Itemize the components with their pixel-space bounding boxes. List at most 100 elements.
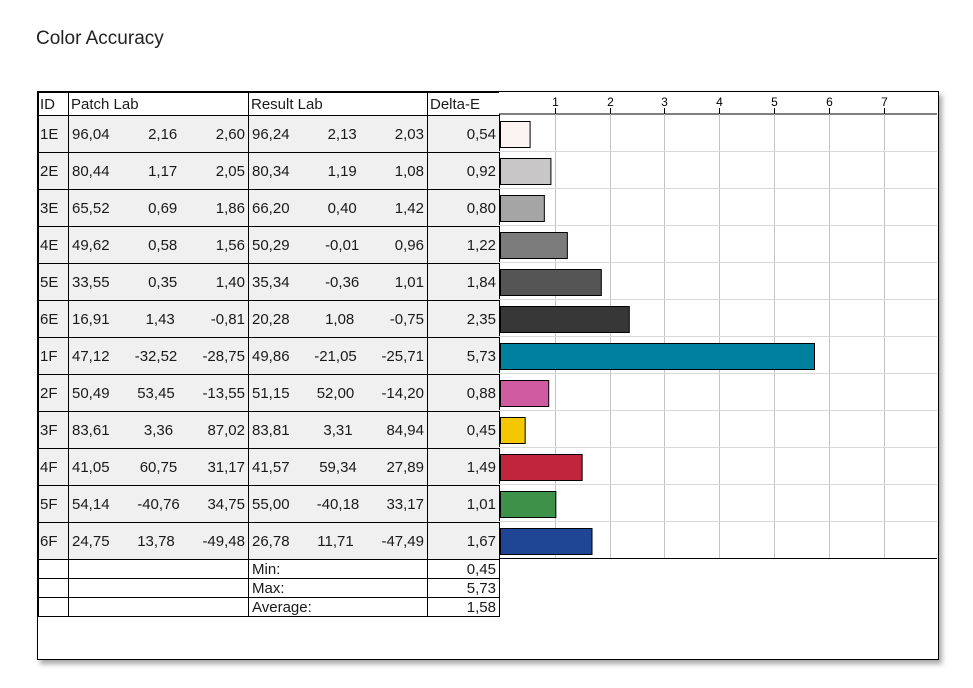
patch-lab-b: 34,75 bbox=[207, 495, 245, 513]
patch-lab-a: 0,35 bbox=[148, 273, 178, 291]
result-lab: 35,34 -0,36 1,01 bbox=[248, 263, 428, 301]
result-lab-b: 2,03 bbox=[394, 125, 424, 143]
header-delta-e: Delta-E bbox=[427, 92, 500, 116]
result-lab-a: -40,18 bbox=[316, 495, 360, 513]
result-lab-a: 59,34 bbox=[319, 458, 357, 476]
patch-lab-values: 41,05 60,75 31,17 bbox=[72, 459, 245, 476]
patch-lab-b: -49,48 bbox=[202, 532, 245, 550]
delta-e-value: 0,80 bbox=[427, 189, 500, 227]
patch-lab-a: 60,75 bbox=[139, 458, 178, 476]
summary-empty-id bbox=[38, 578, 69, 598]
result-lab-b: -25,71 bbox=[381, 347, 424, 365]
bar-5E bbox=[500, 269, 602, 296]
patch-lab: 80,44 1,17 2,05 bbox=[68, 152, 249, 190]
bar-3F bbox=[500, 417, 526, 444]
bar-1F bbox=[500, 343, 816, 370]
chart-tick-label: 1 bbox=[552, 95, 559, 109]
result-lab-L: 41,57 bbox=[252, 458, 290, 476]
patch-lab-a: 0,69 bbox=[148, 199, 178, 217]
patch-lab-a: -32,52 bbox=[134, 347, 178, 365]
color-accuracy-table: ID Patch Lab Result Lab Delta-E 1E 96,04 2… bbox=[38, 92, 500, 617]
patch-lab: 50,49 53,45 -13,55 bbox=[68, 374, 249, 412]
patch-lab-L: 49,62 bbox=[72, 236, 110, 254]
result-lab-a: 1,19 bbox=[327, 162, 357, 180]
patch-lab-b: 1,40 bbox=[215, 273, 245, 291]
result-lab-values: 35,34 -0,36 1,01 bbox=[252, 274, 424, 291]
patch-lab: 24,75 13,78 -49,48 bbox=[68, 522, 249, 560]
patch-lab-L: 54,14 bbox=[72, 495, 110, 513]
patch-id: 6E bbox=[38, 300, 69, 338]
result-lab: 96,24 2,13 2,03 bbox=[248, 115, 428, 153]
patch-lab-values: 33,55 0,35 1,40 bbox=[72, 274, 245, 291]
table-row: 2E 80,44 1,17 2,05 80,34 1,19 1,08 0,92 bbox=[38, 152, 500, 190]
patch-lab-b: 31,17 bbox=[207, 458, 245, 476]
patch-lab-L: 24,75 bbox=[72, 532, 110, 550]
page-title: Color Accuracy bbox=[36, 28, 164, 49]
chart-axis-header bbox=[499, 92, 937, 114]
patch-lab-values: 96,04 2,16 2,60 bbox=[72, 126, 245, 143]
patch-id: 6F bbox=[38, 522, 69, 560]
patch-id: 2F bbox=[38, 374, 69, 412]
patch-lab-values: 16,91 1,43 -0,81 bbox=[72, 311, 245, 328]
summary-value: 1,58 bbox=[427, 597, 500, 617]
result-lab-b: -0,75 bbox=[389, 310, 424, 328]
result-lab-b: -47,49 bbox=[381, 532, 424, 550]
result-lab-a: -0,36 bbox=[325, 273, 360, 291]
patch-lab-b: 2,05 bbox=[215, 162, 245, 180]
delta-e-value: 5,73 bbox=[427, 337, 500, 375]
result-lab: 83,81 3,31 84,94 bbox=[248, 411, 428, 449]
summary-value: 0,45 bbox=[427, 559, 500, 579]
patch-lab: 65,52 0,69 1,86 bbox=[68, 189, 249, 227]
patch-lab-values: 83,61 3,36 87,02 bbox=[72, 422, 245, 439]
result-lab-b: 33,17 bbox=[386, 495, 424, 513]
table-row: 1E 96,04 2,16 2,60 96,24 2,13 2,03 0,54 bbox=[38, 115, 500, 153]
header-patch-lab: Patch Lab bbox=[68, 92, 249, 116]
delta-e-value: 2,35 bbox=[427, 300, 500, 338]
summary-empty-id bbox=[38, 597, 69, 617]
patch-lab-b: 87,02 bbox=[207, 421, 245, 439]
result-lab-values: 20,28 1,08 -0,75 bbox=[252, 311, 424, 328]
result-lab-values: 50,29 -0,01 0,96 bbox=[252, 237, 424, 254]
result-lab: 41,57 59,34 27,89 bbox=[248, 448, 428, 486]
patch-lab-values: 65,52 0,69 1,86 bbox=[72, 200, 245, 217]
patch-lab-b: 1,56 bbox=[215, 236, 245, 254]
result-lab-a: 1,08 bbox=[325, 310, 355, 328]
patch-lab-b: 1,86 bbox=[215, 199, 245, 217]
bar-6F bbox=[500, 528, 593, 555]
result-lab-values: 41,57 59,34 27,89 bbox=[252, 459, 424, 476]
patch-lab-b: -13,55 bbox=[202, 384, 245, 402]
result-lab-a: -0,01 bbox=[325, 236, 360, 254]
patch-id: 3E bbox=[38, 189, 69, 227]
patch-lab-L: 41,05 bbox=[72, 458, 110, 476]
patch-lab-b: -0,81 bbox=[210, 310, 245, 328]
table-row: 1F 47,12 -32,52 -28,75 49,86 -21,05 -25,71 5,73 bbox=[38, 337, 500, 375]
delta-e-bar-chart: 1 2 3 4 5 6 7 bbox=[499, 92, 937, 559]
result-lab-L: 80,34 bbox=[252, 162, 290, 180]
patch-lab-values: 80,44 1,17 2,05 bbox=[72, 163, 245, 180]
result-lab-a: 2,13 bbox=[327, 125, 357, 143]
patch-lab-L: 80,44 bbox=[72, 162, 110, 180]
table-header-row: ID Patch Lab Result Lab Delta-E bbox=[38, 92, 500, 116]
result-lab-values: 55,00 -40,18 33,17 bbox=[252, 496, 424, 513]
patch-lab-values: 54,14 -40,76 34,75 bbox=[72, 496, 245, 513]
patch-lab: 49,62 0,58 1,56 bbox=[68, 226, 249, 264]
patch-lab: 96,04 2,16 2,60 bbox=[68, 115, 249, 153]
patch-lab-a: 0,58 bbox=[148, 236, 178, 254]
summary-empty-patch bbox=[68, 578, 249, 598]
patch-lab-L: 96,04 bbox=[72, 125, 110, 143]
patch-id: 4E bbox=[38, 226, 69, 264]
result-lab-b: 27,89 bbox=[386, 458, 424, 476]
patch-lab-L: 50,49 bbox=[72, 384, 110, 402]
delta-e-value: 1,22 bbox=[427, 226, 500, 264]
result-lab-a: 11,71 bbox=[317, 532, 354, 550]
result-lab-L: 51,15 bbox=[252, 384, 290, 402]
result-lab-b: 1,01 bbox=[394, 273, 424, 291]
chart-tick-label: 2 bbox=[607, 95, 614, 109]
table-row: 6E 16,91 1,43 -0,81 20,28 1,08 -0,75 2,35 bbox=[38, 300, 500, 338]
patch-id: 5F bbox=[38, 485, 69, 523]
result-lab-values: 51,15 52,00 -14,20 bbox=[252, 385, 424, 402]
patch-lab-L: 47,12 bbox=[72, 347, 110, 365]
table-row: 5E 33,55 0,35 1,40 35,34 -0,36 1,01 1,84 bbox=[38, 263, 500, 301]
bar-4E bbox=[500, 232, 568, 259]
delta-e-value: 1,84 bbox=[427, 263, 500, 301]
